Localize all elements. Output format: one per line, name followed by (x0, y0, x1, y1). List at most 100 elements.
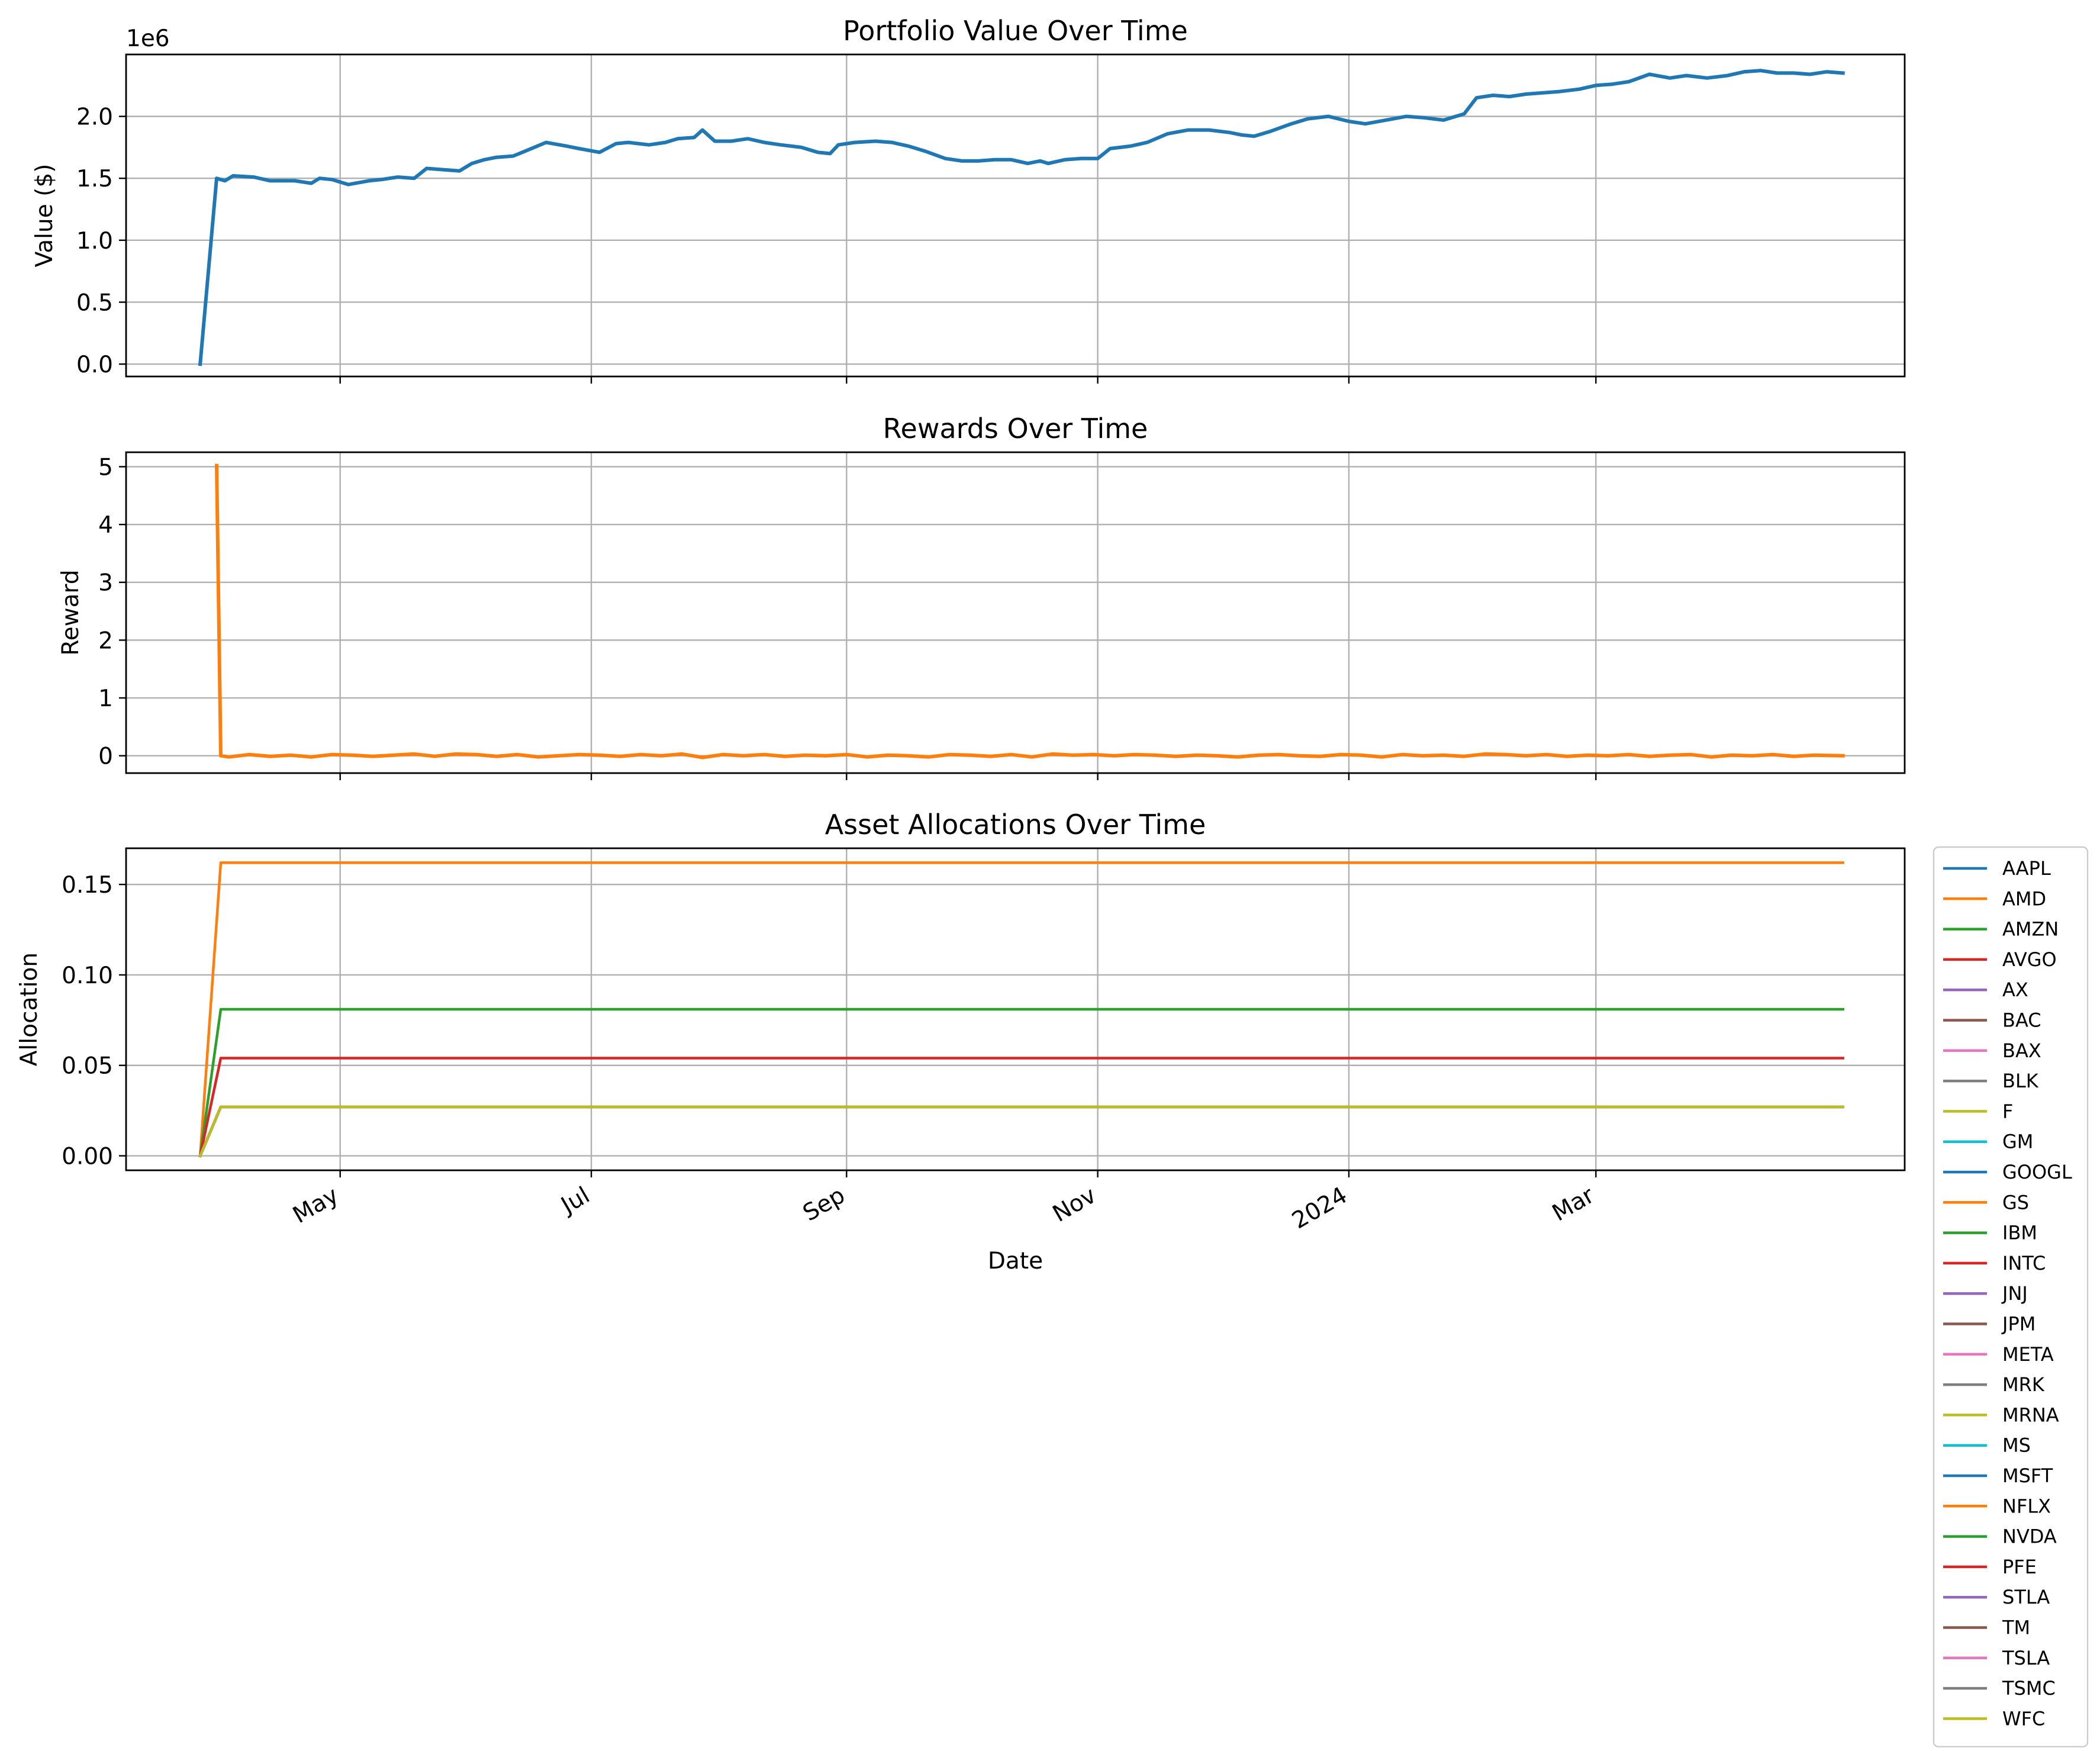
legend-label: NFLX (2002, 1495, 2051, 1517)
rewards-y-axis-label: Reward (57, 569, 84, 655)
legend-label: STLA (2002, 1586, 2050, 1608)
legend-item-mrk: MRK (1943, 1373, 2045, 1396)
legend-label: BAC (2002, 1009, 2041, 1032)
rewards-line (214, 464, 1845, 759)
legend-label: AX (2002, 978, 2028, 1001)
legend-item-blk: BLK (1943, 1070, 2039, 1092)
legend-label: TSMC (2002, 1677, 2056, 1700)
legend-label: INTC (2002, 1252, 2046, 1274)
allocation-y-axis-label: Allocation (16, 952, 43, 1066)
legend-label: F (2002, 1100, 2013, 1122)
legend-item-msft: MSFT (1943, 1464, 2053, 1487)
y-offset-label: 1e6 (126, 25, 170, 52)
y-tick-label: 0.05 (62, 1053, 113, 1080)
legend-item-amzn: AMZN (1943, 918, 2059, 941)
legend-label: MRNA (2002, 1404, 2059, 1426)
rewards-series-group (214, 464, 1845, 759)
legend-label: GOOGL (2002, 1161, 2072, 1183)
legend-item-googl: GOOGL (1943, 1161, 2072, 1183)
legend-item-mrna: MRNA (1943, 1404, 2059, 1426)
legend-item-tsmc: TSMC (1943, 1677, 2056, 1700)
legend-item-avgo: AVGO (1943, 948, 2057, 971)
legend-item-jpm: JPM (1943, 1313, 2035, 1335)
y-tick-label: 0.00 (62, 1144, 113, 1170)
legend-item-stla: STLA (1943, 1586, 2050, 1608)
allocation-chart: May Jul Sep Nov 2024 Mar0.000.050.100.15Asset… (16, 809, 2089, 1747)
y-tick-label: 2 (98, 627, 113, 654)
y-tick-label: 1.5 (76, 166, 113, 192)
legend-label: MS (2002, 1434, 2031, 1457)
series-amd-line (198, 861, 1844, 1158)
legend-item-nflx: NFLX (1943, 1495, 2051, 1517)
rewards-axes-frame (125, 451, 1906, 774)
legend-label: JNJ (2001, 1282, 2028, 1305)
y-tick-label: 1.0 (76, 228, 113, 255)
legend-item-bac: BAC (1943, 1009, 2041, 1032)
series-wfc-line (198, 1105, 1844, 1158)
portfolio-line (198, 69, 1845, 366)
legend-label: META (2002, 1343, 2054, 1366)
rewards-grid (126, 452, 1905, 773)
portfolio-series-group (198, 69, 1845, 366)
legend-item-ms: MS (1943, 1434, 2031, 1457)
legend-item-pfe: PFE (1943, 1556, 2037, 1578)
portfolio-axes-frame (125, 53, 1906, 378)
legend-item-tsla: TSLA (1943, 1647, 2050, 1669)
legend-label: AMD (2002, 887, 2046, 910)
legend-label: NVDA (2002, 1525, 2057, 1548)
legend-item-aapl: AAPL (1943, 857, 2051, 880)
legend-label: PFE (2002, 1556, 2037, 1578)
y-tick-label: 0.5 (76, 289, 113, 316)
allocation-series-group (198, 861, 1844, 1158)
legend-box (1932, 846, 2089, 1747)
legend-label: MSFT (2002, 1464, 2053, 1487)
y-tick-label: 2.0 (76, 104, 113, 131)
y-tick-label: 1 (98, 685, 113, 712)
portfolio-grid (126, 54, 1905, 376)
legend-label: JPM (2001, 1313, 2035, 1335)
legend-label: MRK (2002, 1373, 2045, 1396)
legend-label: BLK (2002, 1070, 2039, 1092)
legend-item-nvda: NVDA (1943, 1525, 2057, 1548)
legend-item-ibm: IBM (1943, 1222, 2037, 1244)
legend-label: TM (2002, 1617, 2030, 1639)
portfolio-chart: 0.0 0.5 1.0 1.5 2.0 Portfolio Value Over Time… (31, 15, 1906, 384)
legend-label: AMZN (2002, 918, 2059, 941)
legend-item-f: F (1943, 1100, 2013, 1122)
legend-item-tm: TM (1943, 1617, 2030, 1639)
legend: AAPL AMD AMZN AVGO AX BAC BAX BLK F GM GOOGL GS IBM I… (1932, 846, 2089, 1747)
legend-item-amd: AMD (1943, 887, 2046, 910)
legend-item-intc: INTC (1943, 1252, 2046, 1274)
legend-item-bax: BAX (1943, 1039, 2041, 1062)
y-tick-label: 5 (98, 454, 113, 481)
legend-label: GM (2002, 1131, 2033, 1153)
legend-label: GS (2002, 1191, 2029, 1214)
y-tick-label: 4 (98, 512, 113, 539)
allocation-x-axis-label: Date (988, 1248, 1043, 1274)
legend-item-wfc: WFC (1943, 1707, 2045, 1730)
rewards-chart: 0 1 2 3 4 5 Rewards Over Time Reward (57, 413, 1906, 780)
rewards-title: Rewards Over Time (883, 413, 1148, 445)
legend-label: TSLA (2002, 1647, 2050, 1669)
y-tick-label: 0.0 (76, 352, 113, 378)
legend-label: WFC (2002, 1707, 2045, 1730)
portfolio-title: Portfolio Value Over Time (843, 15, 1188, 47)
legend-item-gs: GS (1943, 1191, 2029, 1214)
legend-item-meta: META (1943, 1343, 2054, 1366)
y-tick-label: 0.10 (62, 963, 113, 989)
portfolio-y-axis-label: Value ($) (31, 164, 58, 268)
legend-label: AVGO (2002, 948, 2057, 971)
y-tick-label: 0 (98, 743, 113, 770)
legend-label: AAPL (2002, 857, 2051, 880)
legend-label: IBM (2002, 1222, 2037, 1244)
y-tick-label: 0.15 (62, 872, 113, 899)
allocation-axes-frame (125, 847, 1906, 1171)
y-tick-label: 3 (98, 570, 113, 597)
legend-item-jnj: JNJ (1943, 1282, 2028, 1305)
allocation-title: Asset Allocations Over Time (825, 809, 1206, 841)
series-amzn-line (198, 1008, 1844, 1158)
legend-item-gm: GM (1943, 1131, 2033, 1153)
legend-label: BAX (2002, 1039, 2041, 1062)
